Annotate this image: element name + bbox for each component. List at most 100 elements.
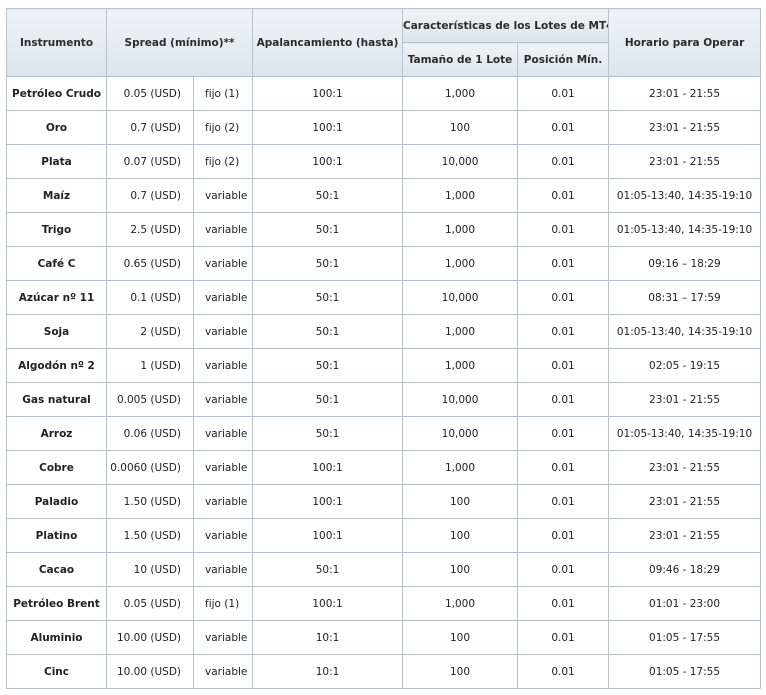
table-cell: Maíz: [6, 178, 107, 213]
table-cell: 2.5 (USD): [106, 212, 194, 247]
table-cell: Petróleo Brent: [6, 586, 107, 621]
table-cell: Cobre: [6, 450, 107, 485]
table-cell: 0.01: [517, 348, 610, 383]
table-cell: 1,000: [402, 178, 519, 213]
table-cell: 0.01: [517, 518, 610, 553]
table-cell: 23:01 - 21:55: [608, 518, 762, 553]
table-cell: 0.07 (USD): [106, 144, 194, 179]
table-cell: Gas natural: [6, 382, 107, 417]
table-cell: variable: [192, 416, 254, 451]
table-body: Petróleo Crudo 0.05 (USD) fijo (1) 100:1 1,0…: [6, 76, 762, 689]
table-cell: variable: [192, 518, 254, 553]
table-cell: Café C: [6, 246, 107, 281]
table-cell: variable: [192, 212, 254, 247]
table-cell: 0.01: [517, 620, 610, 655]
header-cell: Tamaño de 1 Lote: [402, 42, 519, 77]
table-cell: Trigo: [6, 212, 107, 247]
table-cell: 50:1: [252, 280, 404, 315]
table-cell: 50:1: [252, 416, 404, 451]
table-cell: 02:05 - 19:15: [608, 348, 762, 383]
table-row: Gas natural 0.005 (USD) variable 50:1 10,000…: [6, 382, 762, 417]
table-cell: 01:01 - 23:00: [608, 586, 762, 621]
table-row: Arroz 0.06 (USD) variable 50:1 10,000 0.01 01:…: [6, 416, 762, 451]
table-cell: 10:1: [252, 620, 404, 655]
header-cell: Horario para Operar: [608, 8, 762, 77]
table-cell: variable: [192, 314, 254, 349]
table-cell: 0.01: [517, 484, 610, 519]
table-row: Soja 2 (USD) variable 50:1 1,000 0.01 01:05-13…: [6, 314, 762, 349]
table-cell: 1 (USD): [106, 348, 194, 383]
table-cell: 1,000: [402, 348, 519, 383]
table-cell: 0.05 (USD): [106, 76, 194, 111]
instruments-table: Instrumento Spread (mínimo)** Apalancami…: [6, 8, 762, 689]
header-cell: Spread (mínimo)**: [105, 8, 254, 77]
table-cell: 23:01 - 21:55: [608, 450, 762, 485]
table-cell: 0.01: [517, 382, 610, 417]
table-cell: Paladio: [6, 484, 107, 519]
header-row: Instrumento Spread (mínimo)** Apalancami…: [6, 8, 762, 77]
table-cell: variable: [192, 382, 254, 417]
table-cell: 23:01 - 21:55: [608, 382, 762, 417]
table-cell: variable: [192, 654, 254, 689]
table-cell: fijo (2): [192, 144, 254, 179]
header-row: Tamaño de 1 Lote Posición Mín.: [7, 42, 761, 77]
table-cell: 100:1: [252, 484, 404, 519]
table-cell: 0.65 (USD): [106, 246, 194, 281]
table-cell: 0.01: [517, 246, 610, 281]
table-cell: 100:1: [252, 110, 404, 145]
table-row: Cacao 10 (USD) variable 50:1 100 0.01 09:46 - …: [6, 552, 762, 587]
table-cell: 0.1 (USD): [106, 280, 194, 315]
table-cell: 50:1: [252, 552, 404, 587]
table-cell: Arroz: [6, 416, 107, 451]
table-row: Cobre 0.0060 (USD) variable 100:1 1,000 0.01 2…: [6, 450, 762, 485]
table-cell: 100: [402, 484, 519, 519]
table-cell: 100: [402, 552, 519, 587]
table-cell: fijo (2): [192, 110, 254, 145]
table-cell: 01:05 - 17:55: [608, 654, 762, 689]
table-cell: 10 (USD): [106, 552, 194, 587]
table-cell: 0.7 (USD): [106, 110, 194, 145]
table-cell: Platino: [6, 518, 107, 553]
table-cell: 01:05-13:40, 14:35-19:10: [608, 416, 762, 451]
table-cell: variable: [192, 552, 254, 587]
table-cell: 0.7 (USD): [106, 178, 194, 213]
table-cell: 0.01: [517, 586, 610, 621]
table-cell: 01:05-13:40, 14:35-19:10: [608, 314, 762, 349]
table-cell: 1.50 (USD): [106, 518, 194, 553]
table-cell: 0.01: [517, 280, 610, 315]
table-row: Trigo 2.5 (USD) variable 50:1 1,000 0.01 01:05…: [6, 212, 762, 247]
table-cell: 01:05-13:40, 14:35-19:10: [608, 212, 762, 247]
table-cell: Soja: [6, 314, 107, 349]
table-cell: 1,000: [402, 314, 519, 349]
table-cell: 09:46 - 18:29: [608, 552, 762, 587]
table-row: Oro 0.7 (USD) fijo (2) 100:1 100 0.01 23:01 - …: [6, 110, 762, 145]
table-cell: Azúcar nº 11: [6, 280, 107, 315]
table-cell: 1,000: [402, 586, 519, 621]
header-cell: Posición Mín.: [517, 42, 610, 77]
table-cell: variable: [192, 178, 254, 213]
table-row: Cinc 10.00 (USD) variable 10:1 100 0.01 01:05 …: [6, 654, 762, 689]
table-cell: 100: [402, 620, 519, 655]
table-cell: variable: [192, 620, 254, 655]
table-cell: 100: [402, 654, 519, 689]
table-cell: 1,000: [402, 246, 519, 281]
table-cell: 1,000: [402, 450, 519, 485]
table-row: Café C 0.65 (USD) variable 50:1 1,000 0.01 09:…: [6, 246, 762, 281]
table-cell: 10,000: [402, 416, 519, 451]
table-cell: 0.01: [517, 314, 610, 349]
table-cell: 100: [402, 518, 519, 553]
table-cell: 10,000: [402, 280, 519, 315]
table-cell: 23:01 - 21:55: [608, 144, 762, 179]
table-cell: 0.01: [517, 178, 610, 213]
table-cell: 0.005 (USD): [106, 382, 194, 417]
table-cell: 100:1: [252, 518, 404, 553]
table-cell: 0.01: [517, 654, 610, 689]
table-row: Maíz 0.7 (USD) variable 50:1 1,000 0.01 01:05-…: [6, 178, 762, 213]
table-cell: Algodón nº 2: [6, 348, 107, 383]
table-cell: 50:1: [252, 382, 404, 417]
table-cell: 100:1: [252, 76, 404, 111]
table-cell: 0.01: [517, 144, 610, 179]
table-cell: 50:1: [252, 178, 404, 213]
header-cell: Características de los Lotes de MT4: [402, 8, 610, 43]
